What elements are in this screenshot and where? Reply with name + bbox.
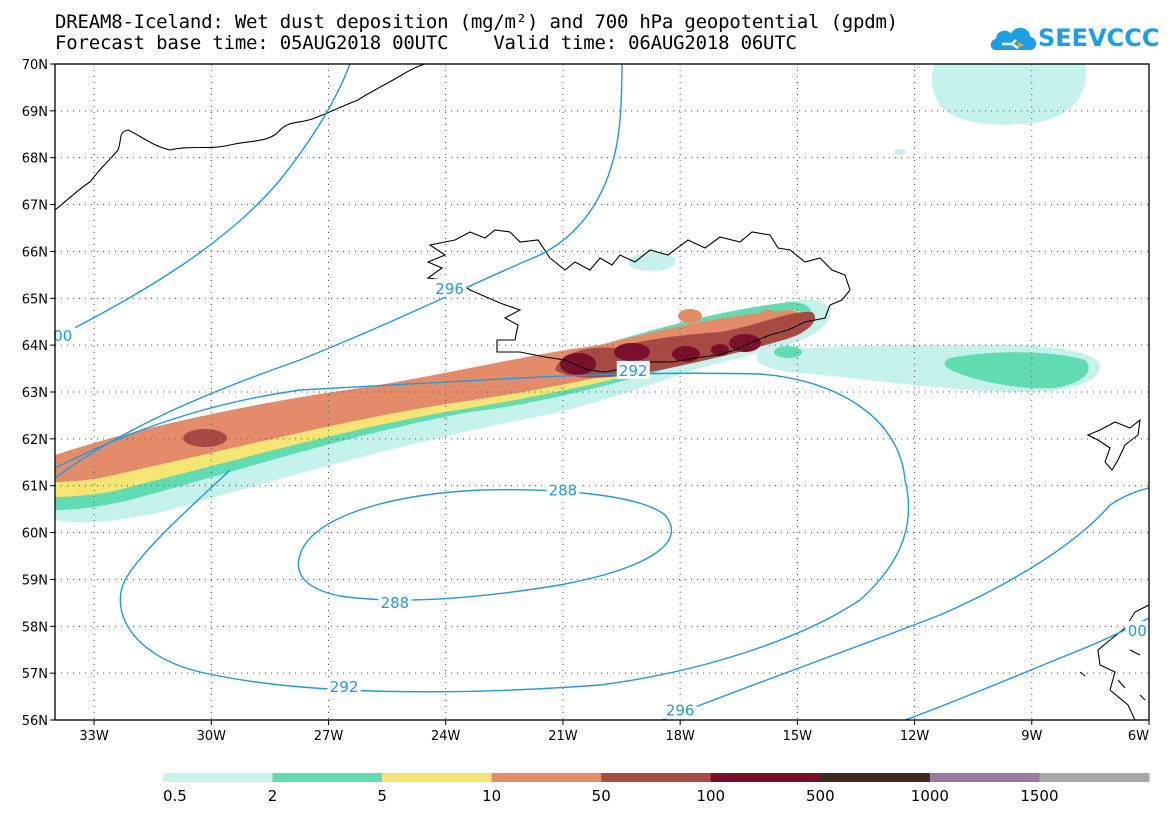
lat-tick-label: 66N [22,245,48,260]
legend-color-bin [491,773,602,782]
contour-label-bg [546,480,580,499]
contour-label: 296 [666,702,695,720]
contour-label: 00 [1128,622,1147,640]
contour-label-bg [378,592,412,611]
lon-tick-label: 18W [665,729,695,744]
contour-300-east [904,617,1149,720]
lon-tick-label: 9W [1021,729,1042,744]
legend-label: 50 [592,787,611,805]
deposition-max-2 [614,343,650,361]
deposition-orange-small [678,309,702,323]
legend-color-bin [601,773,712,782]
lat-tick-label: 67N [22,199,48,214]
legend-color-bin [710,773,821,782]
contour-label-bg [433,278,467,297]
lat-tick-label: 69N [22,105,48,120]
greenland-coast [55,64,426,211]
contour-296-south [661,487,1149,720]
geopotential-contours [55,64,1149,720]
lat-tick-label: 68N [22,152,48,167]
deposition-patch-north [931,64,1086,125]
contour-label: 288 [549,481,578,499]
contour-label: 00 [53,327,72,345]
lon-tick-label: 15W [783,729,813,744]
lon-tick-label: 33W [79,729,109,744]
contour-label-bg [1125,620,1150,639]
forecast-times: Forecast base time: 05AUG2018 00UTC Vali… [55,32,797,54]
legend-color-bin [163,773,274,782]
legend-label: 1500 [1020,787,1058,805]
scotland-islands [1079,649,1146,701]
legend-color-bin [820,773,931,782]
lat-tick-label: 57N [22,667,48,682]
lon-tick-label: 21W [548,729,578,744]
contour-label-bg [663,700,697,719]
contour-label-bg [327,677,361,696]
deposition-tail-green [944,352,1089,389]
legend-label: 1000 [911,787,949,805]
lat-tick-label: 59N [22,573,48,588]
iceland-coast [426,229,851,373]
map-title: DREAM8-Iceland: Wet dust deposition (mg/… [55,11,898,33]
deposition-green-east [774,346,802,358]
faroe-coast [1086,418,1141,471]
color-legend: 0.5 2 5 10 50 100 500 1000 1500 [163,773,1150,805]
legend-label: 500 [806,787,835,805]
legend-label: 2 [268,787,278,805]
deposition-patch-west [628,252,676,271]
legend-label: 5 [377,787,387,805]
lon-tick-label: 12W [900,729,930,744]
lat-tick-label: 64N [22,339,48,354]
seevccc-logo: SEEVCCC [988,18,1160,58]
contour-label: 288 [381,594,410,612]
graticule [55,64,1149,720]
logo-text: SEEVCCC [1038,24,1160,52]
deposition-field [55,64,1101,523]
lon-tick-label: 30W [197,729,227,744]
deposition-max-1 [560,353,596,375]
scotland-coast [1097,604,1149,720]
contour-label-bg [616,360,650,379]
contour-296-north [55,64,623,479]
contour-300-west [55,64,351,339]
legend-color-bin [1039,773,1150,782]
lon-tick-label: 24W [431,729,461,744]
legend-label: 10 [482,787,501,805]
contour-label: 296 [435,280,464,298]
contour-292 [55,372,910,693]
lon-tick-label: 27W [314,729,344,744]
deposition-dot [894,149,906,155]
cloud-icon [990,27,1036,50]
legend-label: 0.5 [163,787,187,805]
legend-label: 100 [696,787,725,805]
contour-label-bg [50,325,75,344]
deposition-brown-west [183,429,227,447]
lon-tick-label: 6W [1128,729,1149,744]
contour-label: 292 [330,678,359,696]
lat-tick-label: 70N [22,58,48,73]
lat-tick-label: 65N [22,292,48,307]
legend-color-bin [272,773,383,782]
lat-tick-label: 58N [22,620,48,635]
contour-label: 292 [619,362,648,380]
deposition-max-4 [729,334,761,352]
lat-tick-label: 56N [22,714,48,729]
contour-labels: 296 292 288 288 292 296 00 00 [50,278,1150,720]
contour-288 [297,489,672,601]
legend-color-bin [382,773,493,782]
lat-tick-label: 61N [22,480,48,495]
lat-tick-label: 60N [22,527,48,542]
coastlines [55,64,1149,720]
lat-tick-label: 63N [22,386,48,401]
axis-labels: 33W 30W 27W 24W 21W 18W 15W 12W 9W 6W 56N 57N 58N 59N… [22,58,1150,744]
legend-color-bin [929,773,1040,782]
lat-tick-label: 62N [22,433,48,448]
